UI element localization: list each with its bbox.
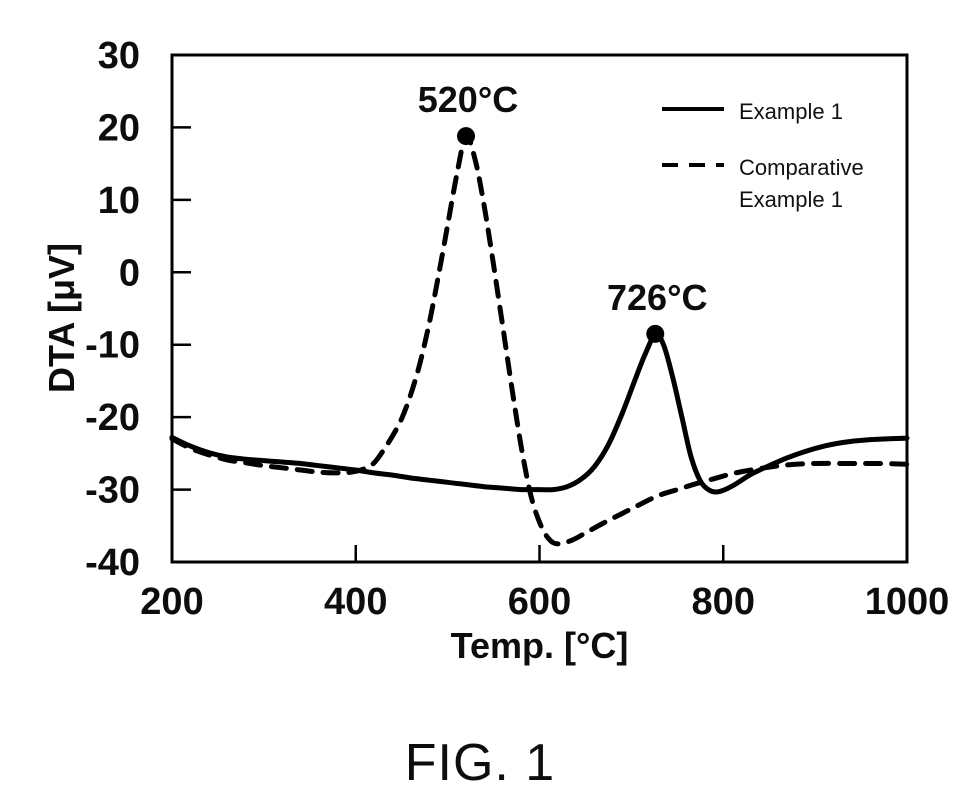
legend-item-comparative-example-1: Comparative Example 1	[662, 152, 891, 216]
y-tick-label: 20	[98, 107, 140, 149]
legend: Example 1 Comparative Example 1	[662, 96, 891, 240]
legend-label-comparative-example-1: Comparative Example 1	[739, 154, 864, 212]
legend-dashed-line-sample	[662, 162, 724, 167]
y-tick-label: -20	[85, 397, 140, 439]
x-tick-label: 800	[692, 581, 755, 623]
peak-marker	[646, 324, 665, 343]
y-tick-label: 10	[98, 180, 140, 222]
y-tick-label: -30	[85, 470, 140, 512]
x-tick-label: 400	[324, 581, 387, 623]
series-line-example-1	[169, 331, 910, 495]
legend-label-example-1: Example 1	[739, 99, 843, 124]
peak-annotation: 520°C	[418, 79, 518, 120]
plot-frame	[170, 53, 909, 564]
series-line-comparative-example-1	[169, 133, 910, 547]
legend-solid-line-sample	[662, 107, 724, 111]
y-tick-label: -10	[85, 325, 140, 367]
x-tick-label: 600	[508, 581, 571, 623]
x-axis-label: Temp. [°C]	[450, 625, 629, 666]
figure-caption: FIG. 1	[404, 734, 556, 792]
y-tick-label: 30	[98, 35, 140, 77]
y-tick-label: -40	[85, 542, 140, 584]
x-tick-label: 200	[140, 581, 203, 623]
y-tick-label: 0	[119, 252, 140, 294]
peak-annotation: 726°C	[607, 277, 707, 318]
legend-item-example-1: Example 1	[662, 96, 891, 128]
y-axis-label: DTA [μV]	[41, 243, 82, 393]
x-tick-label: 1000	[865, 581, 950, 623]
peak-marker	[457, 127, 475, 146]
